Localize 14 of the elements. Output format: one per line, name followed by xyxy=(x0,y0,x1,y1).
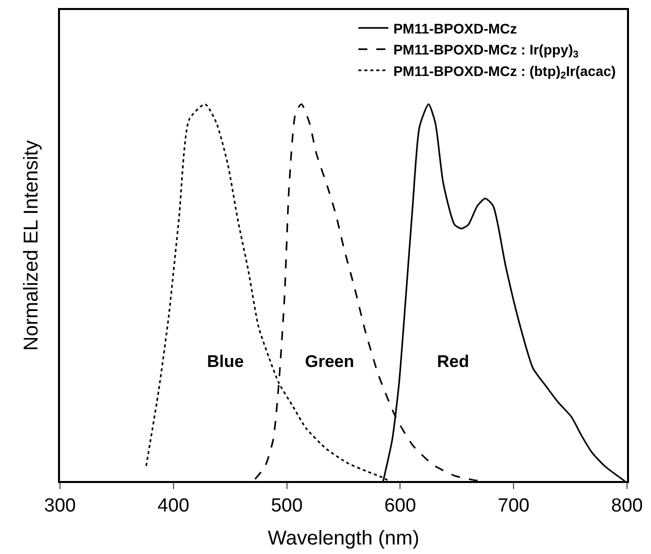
x-tick-label: 300 xyxy=(44,496,76,517)
legend-label: PM11-BPOXD-MCz xyxy=(393,20,518,36)
x-tick-label: 700 xyxy=(498,496,530,517)
annotation: Red xyxy=(437,352,470,371)
x-tick-label: 600 xyxy=(384,496,416,517)
legend-label: PM11-BPOXD-MCz : (btp)$_{2}$Ir(acac) xyxy=(393,62,616,82)
x-tick-label: 400 xyxy=(158,496,190,517)
legend-label: PM11-BPOXD-MCz : Ir(ppy)$_{3}$ xyxy=(393,42,580,61)
annotation: Green xyxy=(305,352,354,371)
y-axis-title: Normalized EL Intensity xyxy=(20,140,42,351)
annotation: Blue xyxy=(207,352,244,371)
x-tick-label: 800 xyxy=(611,496,643,517)
x-axis-title: Wavelength (nm) xyxy=(268,528,420,550)
x-tick-label: 500 xyxy=(270,496,303,517)
